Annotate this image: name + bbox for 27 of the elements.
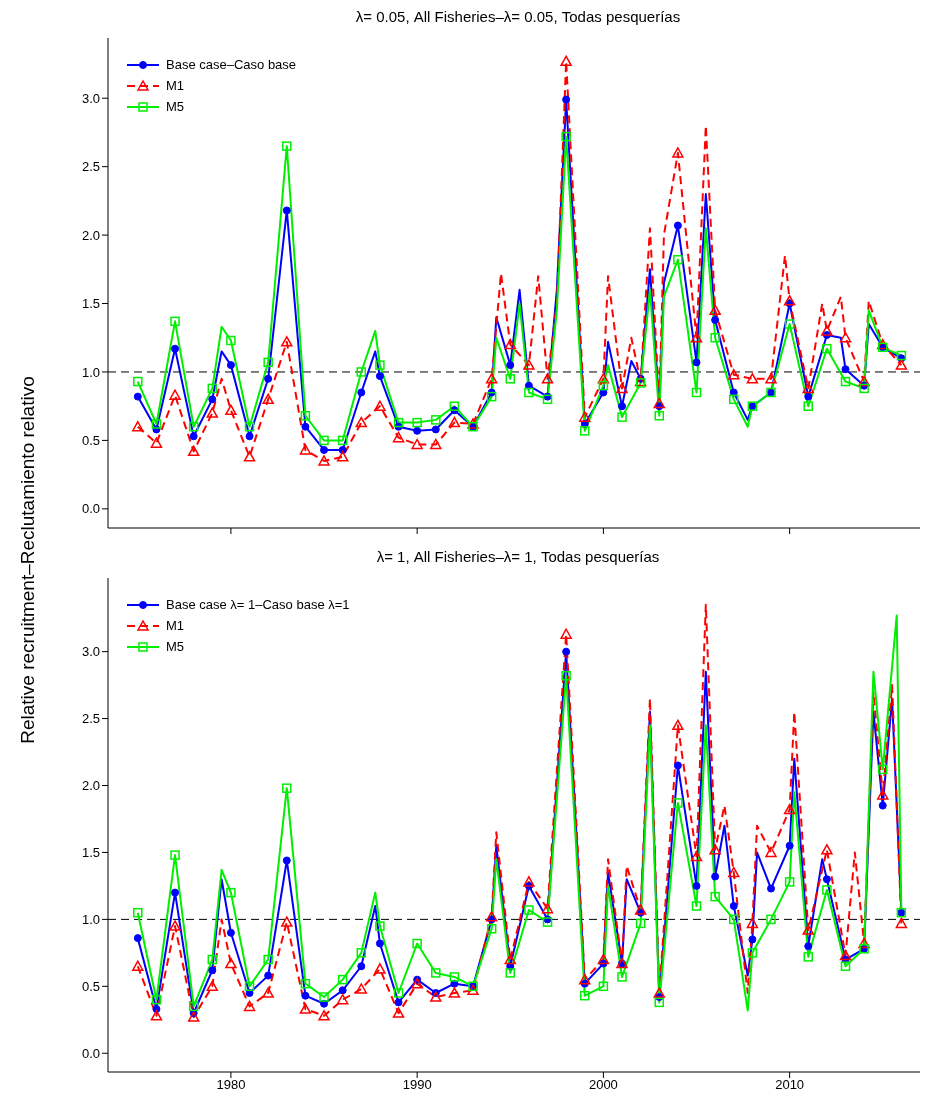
y-tick-label: 2.5 xyxy=(81,159,100,175)
y-tick-label: 0.5 xyxy=(81,433,100,449)
y-tick-label: 0.0 xyxy=(81,501,100,517)
legend-label: M1 xyxy=(166,617,185,635)
y-tick-label: 1.0 xyxy=(81,364,100,380)
x-tick-label: 1990 xyxy=(402,1077,432,1093)
y-tick-label: 0.5 xyxy=(81,978,100,994)
chart-title: λ= 0.05, All Fisheries–λ= 0.05, Todas pesquerías xyxy=(354,8,682,27)
y-tick-label: 0.0 xyxy=(81,1045,100,1061)
chart-title: λ= 1, All Fisheries–λ= 1, Todas pesquerías xyxy=(375,548,661,567)
y-tick-label: 1.0 xyxy=(81,912,100,927)
x-tick-label: 2010 xyxy=(775,1077,805,1093)
x-tick-label: 1980 xyxy=(216,1077,246,1093)
y-tick-label: 3.0 xyxy=(81,644,100,660)
x-tick-label: 2000 xyxy=(588,1077,618,1093)
legend-label: M1 xyxy=(166,77,185,95)
y-tick-label: 1.5 xyxy=(81,296,100,312)
y-tick-label: 3.0 xyxy=(81,90,100,106)
y-tick-label: 2.0 xyxy=(81,227,100,243)
y-tick-label: 2.5 xyxy=(81,711,100,727)
legend-label: Base case λ= 1–Caso base λ=1 xyxy=(166,596,350,614)
legend-label: Base case–Caso base xyxy=(166,56,297,74)
y-tick-label: 2.0 xyxy=(81,778,100,794)
y-axis-title: Relative recruitment–Reclutamiento relativo xyxy=(17,376,39,744)
y-tick-label: 1.5 xyxy=(81,845,100,861)
legend-label: M5 xyxy=(166,638,185,656)
legend-label: M5 xyxy=(166,98,185,116)
